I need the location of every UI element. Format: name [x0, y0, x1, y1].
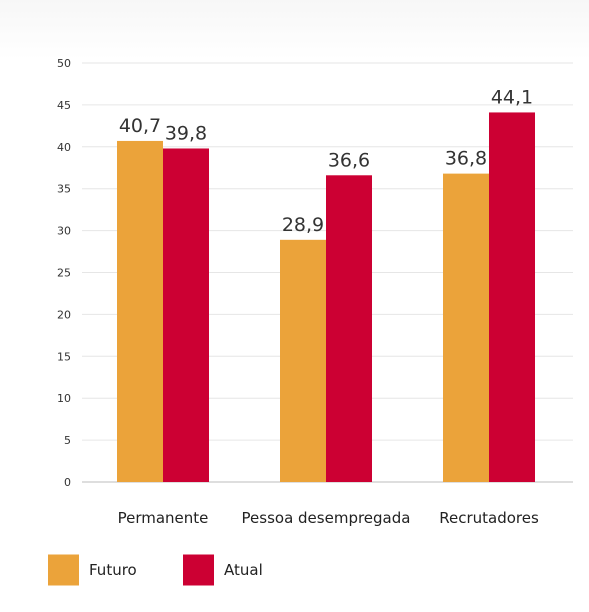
y-tick-label: 25: [57, 267, 71, 280]
legend-label: Atual: [224, 561, 263, 579]
bar-futuro: [443, 173, 489, 482]
value-labels: 40,7 39,8 28,9 36,6 36,8 44,1: [119, 86, 533, 235]
value-label: 39,8: [165, 122, 207, 144]
bar-futuro: [117, 140, 163, 482]
x-category-label: Pessoa desempregada: [242, 509, 411, 527]
value-label: 28,9: [282, 214, 324, 236]
x-category-label: Permanente: [118, 509, 209, 527]
y-tick-label: 30: [57, 225, 71, 238]
value-label: 44,1: [491, 86, 533, 108]
y-tick-label: 40: [57, 141, 71, 154]
y-tick-label: 35: [57, 183, 71, 196]
bar-atual: [163, 148, 209, 482]
y-tick-label: 50: [57, 57, 71, 70]
y-tick-label: 5: [64, 434, 71, 447]
value-label: 36,6: [328, 149, 370, 171]
x-category-label: Recrutadores: [439, 509, 539, 527]
bars: [117, 112, 535, 483]
bar-atual: [489, 112, 535, 482]
value-label: 36,8: [445, 148, 487, 170]
x-axis-categories: Permanente Pessoa desempregada Recrutadore…: [118, 509, 539, 527]
y-tick-label: 15: [57, 350, 71, 363]
y-tick-label: 10: [57, 392, 71, 405]
bar-futuro: [280, 239, 326, 482]
legend: Futuro Atual: [48, 554, 263, 586]
y-tick-label: 20: [57, 308, 71, 321]
value-label: 40,7: [119, 115, 161, 137]
legend-swatch-futuro: [48, 554, 79, 586]
y-axis-ticks: 0 5 10 15 20 25 30 35 40 45 50: [57, 57, 71, 489]
y-tick-label: 45: [57, 99, 71, 112]
bar-atual: [326, 175, 372, 483]
legend-swatch-atual: [183, 554, 214, 586]
legend-label: Futuro: [89, 561, 137, 579]
y-tick-label: 0: [64, 476, 71, 489]
